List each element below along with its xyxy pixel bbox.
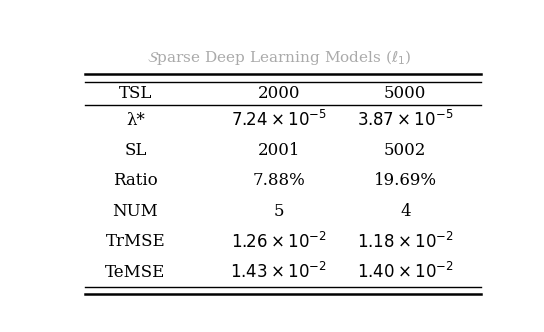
Text: 5002: 5002 (384, 142, 426, 159)
Text: TeMSE: TeMSE (106, 264, 165, 281)
Text: $3.87 \times 10^{-5}$: $3.87 \times 10^{-5}$ (357, 110, 454, 130)
Text: Ratio: Ratio (113, 173, 158, 190)
Text: $7.24 \times 10^{-5}$: $7.24 \times 10^{-5}$ (231, 110, 327, 130)
Text: $\mathcal{S}$parse Deep Learning Models ($\ell_1$): $\mathcal{S}$parse Deep Learning Models … (146, 47, 411, 66)
Text: TSL: TSL (119, 85, 152, 102)
Text: 5: 5 (274, 203, 284, 220)
Text: $1.43 \times 10^{-2}$: $1.43 \times 10^{-2}$ (231, 262, 327, 282)
Text: TrMSE: TrMSE (106, 233, 165, 250)
Text: $1.18 \times 10^{-2}$: $1.18 \times 10^{-2}$ (357, 232, 454, 252)
Text: $1.26 \times 10^{-2}$: $1.26 \times 10^{-2}$ (231, 232, 327, 252)
Text: $1.40 \times 10^{-2}$: $1.40 \times 10^{-2}$ (357, 262, 454, 282)
Text: λ*: λ* (126, 112, 145, 129)
Text: SL: SL (124, 142, 147, 159)
Text: NUM: NUM (113, 203, 158, 220)
Text: 19.69%: 19.69% (374, 173, 437, 190)
Text: 2000: 2000 (257, 85, 300, 102)
Text: 7.88%: 7.88% (252, 173, 305, 190)
Text: 4: 4 (400, 203, 411, 220)
Text: 2001: 2001 (257, 142, 300, 159)
Text: 5000: 5000 (384, 85, 426, 102)
